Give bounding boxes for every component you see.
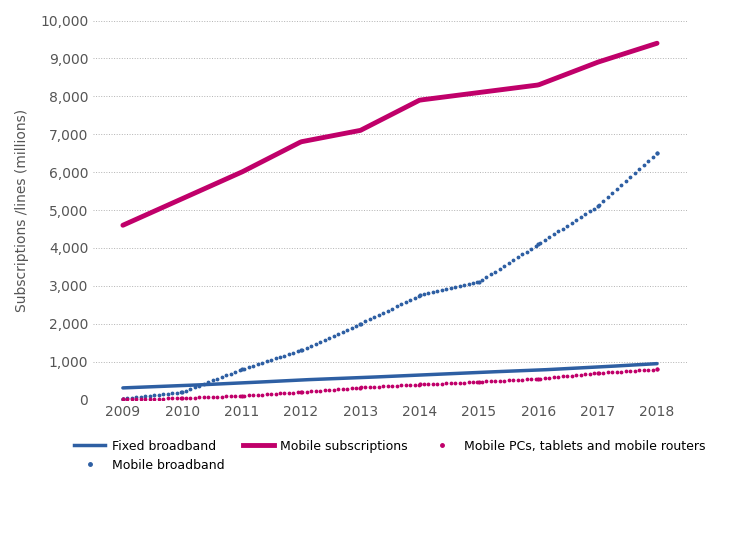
Fixed broadband bbox=[569, 365, 578, 372]
Fixed broadband bbox=[653, 361, 662, 367]
Mobile subscriptions bbox=[569, 68, 578, 75]
Fixed broadband bbox=[119, 385, 128, 391]
Mobile PCs, tablets and mobile routers bbox=[593, 369, 602, 376]
Fixed broadband bbox=[436, 371, 445, 377]
Mobile PCs, tablets and mobile routers bbox=[653, 366, 662, 373]
Mobile subscriptions bbox=[653, 40, 662, 46]
Mobile subscriptions bbox=[603, 56, 612, 63]
Y-axis label: Subscriptions /lines (millions): Subscriptions /lines (millions) bbox=[15, 108, 29, 311]
Mobile broadband bbox=[296, 347, 305, 354]
Mobile subscriptions bbox=[436, 94, 445, 101]
Mobile broadband bbox=[356, 320, 365, 327]
Mobile PCs, tablets and mobile routers bbox=[475, 378, 483, 385]
Line: Fixed broadband: Fixed broadband bbox=[123, 364, 657, 388]
Mobile subscriptions bbox=[119, 222, 128, 229]
Mobile broadband bbox=[119, 396, 128, 402]
Mobile PCs, tablets and mobile routers bbox=[296, 389, 305, 395]
Mobile PCs, tablets and mobile routers bbox=[119, 396, 128, 402]
Mobile PCs, tablets and mobile routers bbox=[178, 395, 186, 401]
Fixed broadband bbox=[435, 371, 444, 377]
Mobile PCs, tablets and mobile routers bbox=[415, 381, 424, 388]
Mobile subscriptions bbox=[435, 94, 444, 101]
Fixed broadband bbox=[120, 385, 129, 391]
Line: Mobile PCs, tablets and mobile routers: Mobile PCs, tablets and mobile routers bbox=[120, 367, 660, 402]
Mobile broadband bbox=[475, 279, 483, 286]
Mobile broadband bbox=[653, 150, 662, 157]
Mobile subscriptions bbox=[445, 93, 454, 100]
Fixed broadband bbox=[603, 363, 612, 370]
Fixed broadband bbox=[445, 370, 454, 377]
Mobile broadband bbox=[415, 292, 424, 299]
Mobile broadband bbox=[593, 203, 602, 210]
Line: Mobile broadband: Mobile broadband bbox=[120, 150, 660, 402]
Mobile PCs, tablets and mobile routers bbox=[356, 384, 365, 391]
Mobile PCs, tablets and mobile routers bbox=[534, 376, 542, 382]
Mobile broadband bbox=[178, 389, 186, 395]
Mobile PCs, tablets and mobile routers bbox=[237, 392, 246, 399]
Mobile broadband bbox=[237, 366, 246, 373]
Mobile broadband bbox=[534, 241, 542, 248]
Legend: Fixed broadband, Mobile broadband, Mobile subscriptions, Mobile PCs, tablets and: Fixed broadband, Mobile broadband, Mobil… bbox=[69, 434, 711, 477]
Line: Mobile subscriptions: Mobile subscriptions bbox=[123, 43, 657, 225]
Mobile subscriptions bbox=[120, 221, 129, 228]
